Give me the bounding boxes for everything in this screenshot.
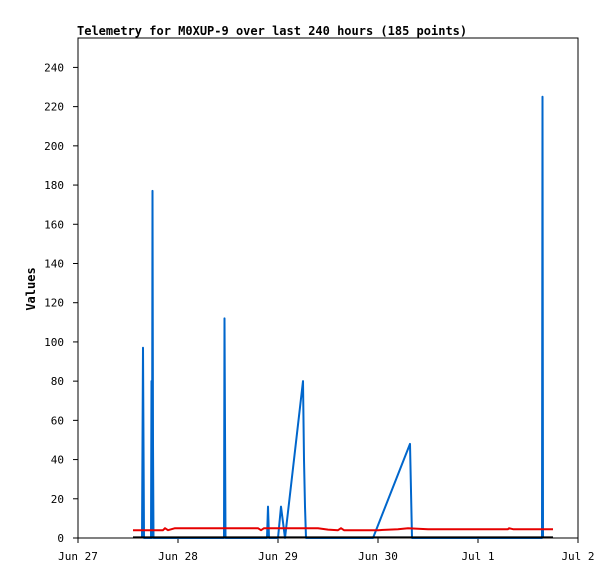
y-tick-label: 0	[57, 532, 64, 545]
x-tick-label: Jun 30	[358, 550, 398, 563]
series-group	[133, 95, 553, 539]
x-tick-label: Jul 1	[461, 550, 494, 563]
y-tick-label: 220	[44, 101, 64, 114]
y-axis: 0 20 40 60 80 100 120 140 160 180 200 220 240	[44, 61, 78, 545]
y-tick-label: 180	[44, 179, 64, 192]
y-tick-label: 40	[51, 454, 64, 467]
y-tick-label: 100	[44, 336, 64, 349]
x-tick-label: Jun 28	[158, 550, 198, 563]
chart-title: Telemetry for M0XUP-9 over last 240 hour…	[77, 24, 467, 38]
x-axis: Jun 27 Jun 28 Jun 29 Jun 30 Jul 1 Jul 2	[58, 538, 595, 563]
series-line-1	[141, 95, 544, 539]
series-line-2	[133, 527, 553, 532]
y-axis-label: Values	[24, 267, 38, 310]
y-tick-label: 160	[44, 218, 64, 231]
y-tick-label: 240	[44, 61, 64, 74]
y-tick-label: 80	[51, 375, 64, 388]
y-tick-label: 140	[44, 257, 64, 270]
y-tick-label: 200	[44, 140, 64, 153]
y-tick-label: 120	[44, 297, 64, 310]
x-tick-label: Jul 2	[561, 550, 594, 563]
y-tick-label: 20	[51, 493, 64, 506]
x-tick-label: Jun 27	[58, 550, 98, 563]
x-tick-label: Jun 29	[258, 550, 298, 563]
y-tick-label: 60	[51, 414, 64, 427]
